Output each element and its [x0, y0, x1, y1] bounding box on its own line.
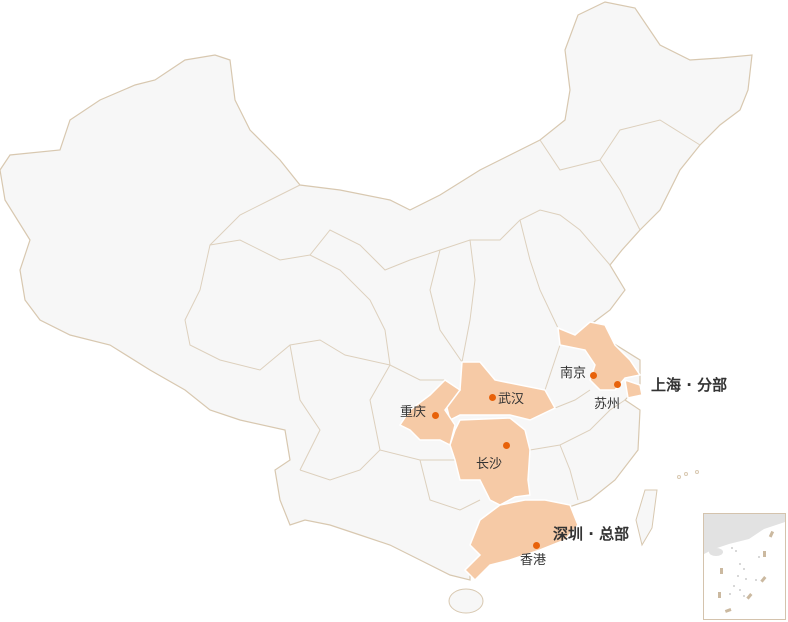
- china-outline: [0, 1, 753, 581]
- city-label-nanjing: 南京: [560, 366, 587, 381]
- city-dot-nanjing[interactable]: [589, 371, 597, 379]
- city-label-hongkong: 香港: [520, 553, 547, 568]
- inset-svg: [704, 514, 785, 613]
- city-dot-chongqing[interactable]: [431, 411, 439, 419]
- highlighted-provinces: [398, 321, 643, 582]
- taiwan: [635, 489, 658, 547]
- office-label-shenzhen: 深圳 · 总部: [553, 525, 630, 543]
- region-jiangsu: [557, 321, 642, 391]
- city-dot-changsha[interactable]: [502, 441, 510, 449]
- city-label-suzhou: 苏州: [594, 397, 621, 412]
- islands: [677, 470, 699, 479]
- hainan: [448, 588, 484, 614]
- city-label-chongqing: 重庆: [400, 405, 427, 420]
- office-label-shanghai: 上海 · 分部: [651, 376, 728, 394]
- region-chongqing: [398, 379, 462, 447]
- city-dot-hongkong[interactable]: [532, 541, 540, 549]
- city-dot-wuhan[interactable]: [488, 393, 496, 401]
- region-guangdong: [463, 499, 579, 582]
- city-dot-suzhou[interactable]: [613, 380, 621, 388]
- province-borders: [184, 119, 701, 511]
- region-shanghai: [624, 378, 643, 399]
- city-label-wuhan: 武汉: [498, 392, 525, 407]
- city-label-changsha: 长沙: [476, 457, 503, 472]
- south-china-sea-inset: [703, 513, 786, 620]
